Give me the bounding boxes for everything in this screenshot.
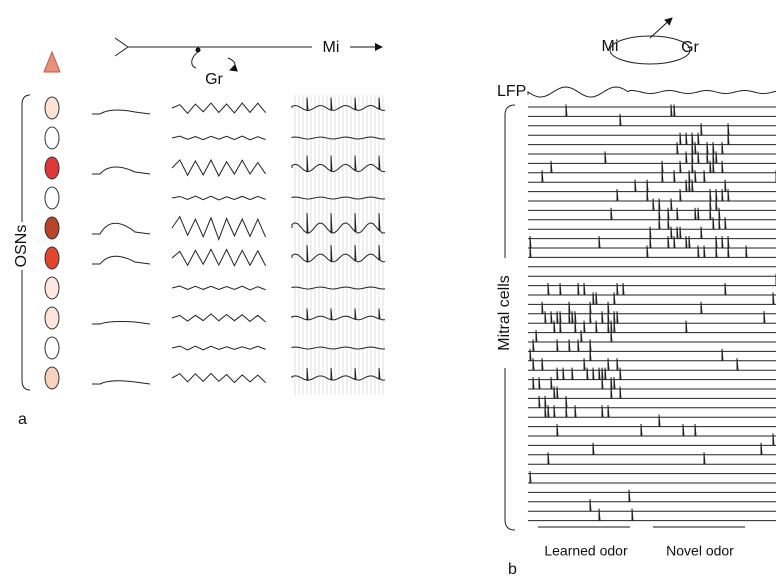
panel-label: b [508, 561, 517, 577]
mitral-trace [528, 292, 776, 304]
mitral-trace [528, 114, 776, 126]
osn-label: OSNs [13, 225, 30, 268]
mitral-trace [528, 311, 776, 323]
mitral-trace [528, 217, 776, 229]
mitral-trace [528, 104, 776, 116]
lfp-label: LFP [497, 83, 526, 100]
mitral-trace [528, 302, 776, 314]
mitral-trace [528, 339, 776, 351]
wave [172, 217, 266, 240]
mitral-trace [528, 349, 776, 361]
response [92, 223, 150, 234]
osn [45, 127, 59, 149]
mitral-trace [528, 142, 776, 154]
mi-label: Mi [602, 38, 619, 55]
osn [45, 217, 59, 239]
mitral-trace [528, 499, 776, 511]
wave [172, 286, 266, 290]
response [92, 381, 150, 384]
osn [45, 277, 59, 299]
mitral-trace [528, 330, 776, 342]
osn [45, 337, 59, 359]
mitral-trace [528, 377, 776, 389]
mitral-trace [528, 180, 776, 192]
figure: Mi Gr OSNs a Mi Gr LFP Mitral cells Lear… [0, 0, 776, 577]
response [92, 110, 150, 114]
mitral-trace [528, 509, 776, 521]
wave [172, 136, 266, 140]
mi-label: Mi [323, 39, 340, 56]
mitral-trace [528, 443, 776, 455]
mitral-trace [528, 227, 776, 239]
mitral-trace [528, 424, 776, 436]
synapse [196, 48, 201, 53]
mitral-trace [528, 123, 776, 135]
mitral-trace [528, 236, 776, 248]
lfp-trace [528, 87, 776, 97]
mitral-trace [528, 386, 776, 398]
mitral-trace [528, 415, 776, 427]
wave [172, 314, 266, 322]
gr-label: Gr [205, 71, 223, 88]
odor-label: Novel odor [666, 543, 734, 559]
mitral-trace [528, 358, 776, 370]
mitral-trace [528, 321, 776, 333]
panel-label: a [18, 411, 27, 428]
osn [45, 157, 59, 179]
mitral-trace [528, 274, 776, 286]
gr-label: Gr [681, 39, 699, 56]
mitral-trace [528, 405, 776, 417]
wave [172, 346, 266, 350]
mitral-trace [528, 151, 776, 163]
osn [45, 187, 59, 209]
wave [172, 249, 266, 266]
response [92, 167, 150, 174]
response [92, 321, 150, 324]
response [92, 256, 150, 264]
mitral-trace [528, 198, 776, 210]
mitral-trace [528, 283, 776, 295]
mitral-trace [528, 452, 776, 464]
wave [172, 160, 266, 176]
wave [172, 196, 266, 200]
mitral-trace [528, 368, 776, 380]
osn [45, 97, 59, 119]
mitral-trace [528, 245, 776, 257]
mitral-label: Mitral cells [496, 275, 513, 351]
axon-line [115, 38, 312, 56]
mitral-trace [528, 471, 776, 483]
arrow [650, 18, 672, 38]
mitral-trace [528, 161, 776, 173]
mitral-trace [528, 189, 776, 201]
feedback-arrow [192, 52, 235, 70]
mitral-trace [528, 170, 776, 182]
wave [172, 103, 266, 113]
osn [45, 307, 59, 329]
osn [45, 247, 59, 269]
osn [45, 367, 59, 389]
mitral-trace [528, 208, 776, 220]
mitral-trace [528, 433, 776, 445]
triangle [44, 52, 60, 72]
odor-label: Learned odor [544, 543, 628, 559]
wave [172, 373, 266, 382]
loop [610, 36, 690, 64]
mitral-trace [528, 490, 776, 502]
mitral-trace [528, 396, 776, 408]
mitral-trace [528, 133, 776, 145]
